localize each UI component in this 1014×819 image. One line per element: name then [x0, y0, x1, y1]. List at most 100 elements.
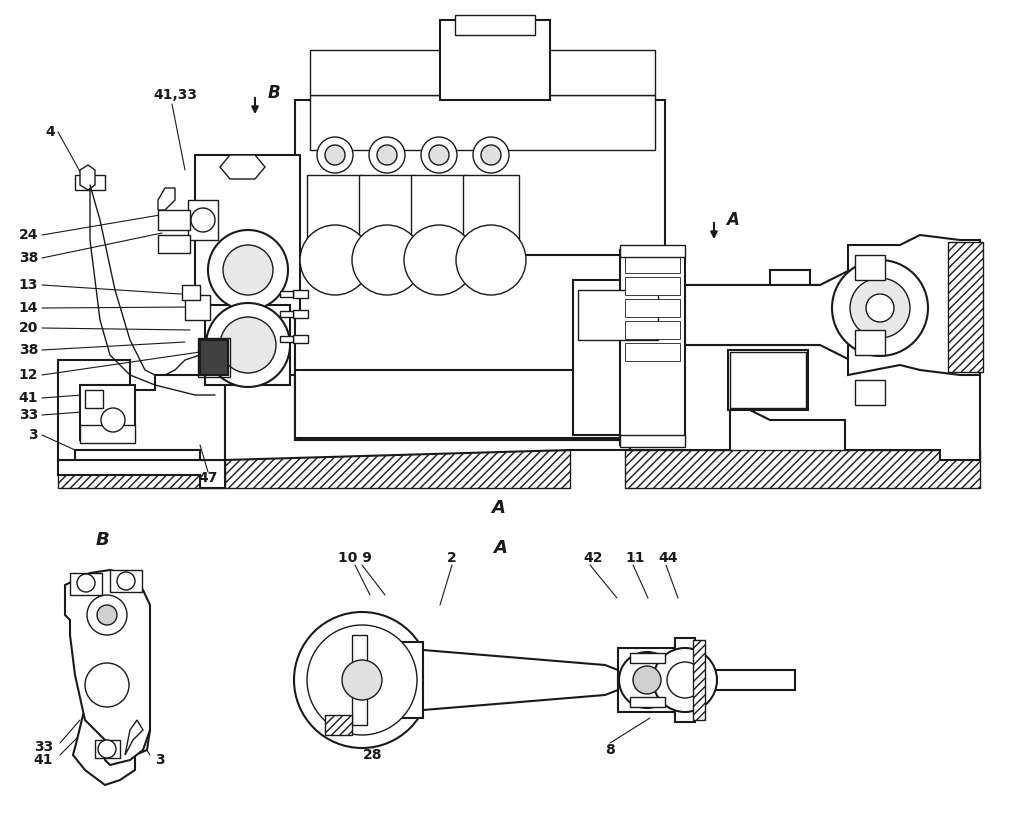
Bar	[625, 255, 680, 273]
Bar	[618, 648, 676, 712]
Bar	[630, 653, 665, 663]
Bar	[625, 321, 680, 339]
Polygon shape	[463, 175, 519, 255]
Bar	[325, 715, 352, 735]
Bar	[295, 100, 665, 440]
Circle shape	[325, 145, 345, 165]
Bar	[728, 350, 808, 410]
Text: 38: 38	[18, 251, 38, 265]
Bar	[85, 390, 103, 408]
Circle shape	[481, 145, 501, 165]
Polygon shape	[80, 165, 95, 190]
Bar	[578, 290, 658, 340]
Circle shape	[619, 652, 675, 708]
Circle shape	[369, 137, 405, 173]
Bar	[695, 670, 795, 690]
Circle shape	[850, 278, 910, 338]
Bar	[293, 290, 308, 298]
Circle shape	[456, 225, 526, 295]
Text: 38: 38	[18, 343, 38, 357]
Bar	[395, 642, 423, 718]
Polygon shape	[58, 460, 225, 488]
Polygon shape	[220, 155, 265, 179]
Text: 3: 3	[155, 753, 164, 767]
Circle shape	[98, 740, 116, 758]
Bar	[158, 210, 190, 230]
Text: 44: 44	[658, 551, 677, 565]
Bar	[280, 336, 293, 342]
Bar	[620, 250, 685, 445]
Text: 24: 24	[18, 228, 38, 242]
Circle shape	[404, 225, 474, 295]
Polygon shape	[848, 235, 980, 375]
Bar	[295, 255, 665, 440]
Text: 12: 12	[18, 368, 38, 382]
Bar	[188, 200, 218, 240]
Text: A: A	[491, 499, 505, 517]
Circle shape	[206, 303, 290, 387]
Text: 42: 42	[583, 551, 602, 565]
Bar	[630, 697, 665, 707]
Polygon shape	[423, 650, 618, 710]
Circle shape	[300, 225, 370, 295]
Bar	[573, 280, 663, 435]
Text: 2: 2	[447, 551, 457, 565]
Bar	[200, 340, 228, 375]
Bar	[195, 155, 300, 315]
Circle shape	[117, 572, 135, 590]
Bar	[620, 245, 685, 257]
Text: B: B	[268, 84, 281, 102]
Bar	[158, 235, 190, 253]
Text: 41: 41	[33, 753, 53, 767]
Bar	[70, 573, 102, 595]
Circle shape	[653, 648, 717, 712]
Text: 8: 8	[605, 743, 614, 757]
Circle shape	[294, 612, 430, 748]
Circle shape	[866, 294, 894, 322]
Polygon shape	[307, 175, 363, 255]
Bar	[620, 435, 685, 447]
Bar	[675, 638, 695, 722]
Bar	[440, 20, 550, 100]
Polygon shape	[225, 360, 630, 460]
Circle shape	[77, 574, 95, 592]
Bar	[455, 15, 535, 35]
Bar	[379, 140, 395, 170]
Text: 11: 11	[626, 551, 645, 565]
Circle shape	[429, 145, 449, 165]
Bar	[280, 311, 293, 317]
Polygon shape	[158, 188, 175, 210]
Text: 41: 41	[18, 391, 38, 405]
Bar	[855, 330, 885, 355]
Bar	[293, 310, 308, 318]
Text: 4: 4	[46, 125, 55, 139]
Circle shape	[307, 625, 417, 735]
Bar	[948, 242, 983, 372]
Bar	[625, 450, 980, 488]
Bar	[225, 450, 570, 488]
Circle shape	[377, 145, 397, 165]
Circle shape	[220, 317, 276, 373]
Circle shape	[342, 660, 382, 700]
Bar	[58, 460, 225, 488]
Polygon shape	[630, 270, 980, 460]
Circle shape	[191, 208, 215, 232]
Text: B: B	[96, 531, 110, 549]
Polygon shape	[125, 720, 143, 755]
Polygon shape	[65, 570, 150, 765]
Circle shape	[352, 225, 422, 295]
Bar	[693, 640, 705, 720]
Text: 13: 13	[18, 278, 38, 292]
Circle shape	[208, 230, 288, 310]
Bar	[322, 625, 352, 735]
Bar	[182, 285, 200, 300]
Polygon shape	[685, 270, 870, 360]
Bar	[352, 635, 367, 725]
Bar	[185, 295, 210, 320]
Polygon shape	[359, 175, 415, 255]
Bar	[625, 343, 680, 361]
Circle shape	[97, 605, 117, 625]
Text: 3: 3	[28, 428, 38, 442]
Bar	[625, 299, 680, 317]
Bar	[110, 570, 142, 592]
